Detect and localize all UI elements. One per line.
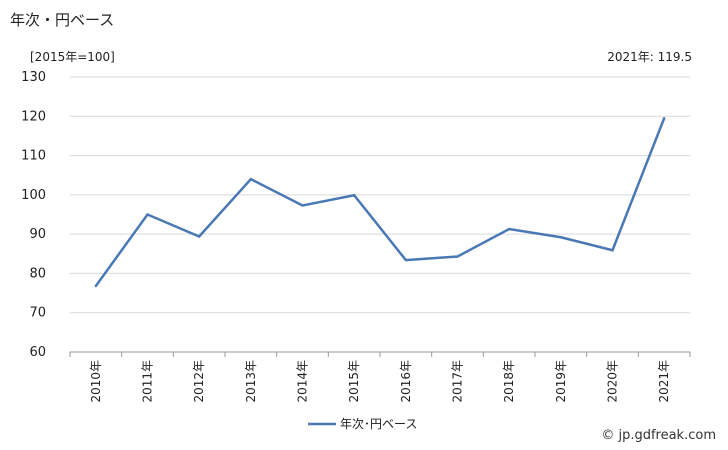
x-tick-label: 2013年: [244, 360, 258, 403]
x-tick-label: 2016年: [399, 360, 413, 403]
x-tick-label: 2012年: [192, 360, 206, 403]
x-tick-label: 2010年: [89, 360, 103, 403]
data-point: [352, 194, 356, 197]
y-tick-label: 100: [21, 188, 46, 203]
y-axis-ticks: 60 70 80 90 100 110 120 130: [21, 70, 46, 360]
unit-label: [2015年=100]: [30, 50, 115, 64]
y-tick-label: 130: [21, 70, 46, 85]
series-line: [94, 117, 666, 287]
data-point: [456, 255, 459, 258]
x-tick-label: 2019年: [554, 360, 568, 403]
y-tick-label: 110: [21, 149, 46, 164]
x-tick-label: 2011年: [141, 360, 155, 403]
legend: 年次･円ベース: [308, 417, 417, 431]
source-credit: © jp.gdfreak.com: [601, 428, 716, 443]
data-point: [94, 284, 98, 288]
x-tick-label: 2020年: [606, 360, 620, 403]
data-point: [249, 177, 253, 181]
data-point: [404, 258, 408, 262]
legend-label: 年次･円ベース: [340, 417, 417, 431]
data-point: [197, 235, 201, 238]
gridlines: [70, 76, 690, 353]
data-point: [559, 236, 563, 239]
data-point: [146, 213, 149, 216]
data-point: [611, 249, 614, 252]
data-point: [662, 117, 666, 120]
x-tick-label: 2017年: [451, 360, 465, 403]
series-layer: [94, 117, 666, 288]
data-point: [301, 204, 304, 207]
x-tick-label: 2018年: [502, 360, 516, 403]
y-tick-label: 80: [29, 266, 46, 281]
y-tick-label: 90: [29, 227, 46, 242]
y-tick-label: 120: [21, 109, 46, 124]
chart-title: 年次・円ベース: [10, 11, 115, 29]
latest-value-note: 2021年: 119.5: [607, 50, 692, 64]
x-tick-label: 2015年: [347, 360, 361, 403]
x-tick-label: 2014年: [296, 360, 310, 403]
x-axis-ticks: 2010年 2011年 2012年 2013年 2014年 2015年 2016年 2017年…: [69, 352, 691, 403]
x-tick-label: 2021年: [657, 360, 671, 403]
y-tick-label: 60: [29, 345, 46, 360]
data-point: [507, 227, 511, 231]
y-tick-label: 70: [29, 306, 46, 321]
